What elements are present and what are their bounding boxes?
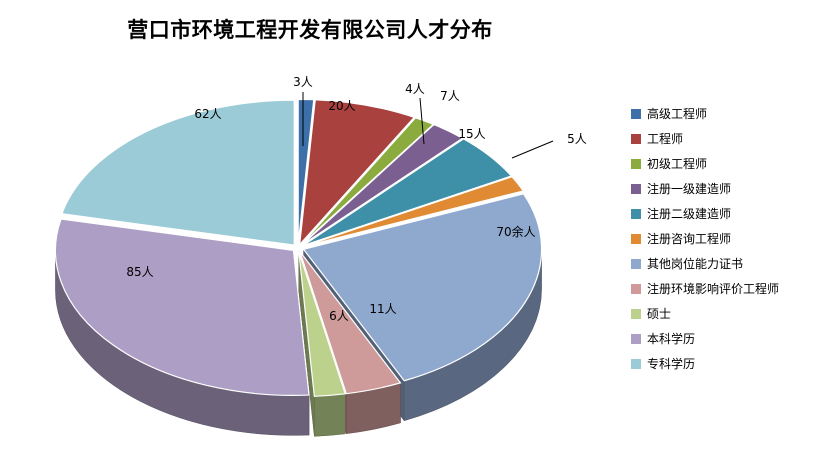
pie-label-leader-line — [419, 97, 425, 145]
chart-title: 营口市环境工程开发有限公司人才分布 — [127, 17, 493, 42]
legend-item-label: 本科学历 — [647, 331, 696, 346]
legend-item[interactable]: 专科学历 — [631, 351, 817, 376]
legend-color-swatch — [631, 308, 641, 319]
pie-top-faces — [54, 98, 543, 397]
legend-item-label: 硕士 — [647, 306, 672, 321]
legend-color-swatch — [631, 258, 641, 269]
pie-slice-top — [302, 193, 543, 382]
legend-item[interactable]: 高级工程师 — [631, 101, 817, 126]
legend-item[interactable]: 注册二级建造师 — [631, 201, 817, 226]
pie-slice-label: 4人 — [405, 82, 425, 96]
chart-legend: 高级工程师工程师初级工程师注册一级建造师 注册二级建造师 注册咨询工程师 其他岗位能力… — [631, 101, 817, 376]
legend-item[interactable]: 注册咨询工程师 — [631, 226, 817, 251]
legend-item-label: 注册一级建造师 — [647, 181, 732, 196]
pie-slice-label: 7人 — [440, 89, 460, 103]
legend-item-label: 工程师 — [647, 131, 684, 146]
pie-slice-label: 5人 — [567, 132, 587, 146]
pie-label-leader-line — [511, 140, 554, 159]
legend-color-swatch — [631, 158, 641, 169]
legend-color-swatch — [631, 358, 641, 369]
pie-slice-label: 70余人 — [496, 224, 535, 239]
legend-item-label: 注册咨询工程师 — [647, 231, 732, 246]
pie-slice-side-wall — [314, 393, 346, 437]
pie-data-labels: 3人 20人 4人 7人 15人 5人 70余人 11人 6人 85人 62人 — [126, 75, 586, 323]
legend-item-label: 专科学历 — [647, 356, 696, 371]
pie-slice-label: 85人 — [126, 265, 153, 279]
legend-color-swatch — [631, 183, 641, 194]
pie-slice-label: 62人 — [194, 107, 221, 121]
legend-color-swatch — [631, 333, 641, 344]
legend-color-swatch — [631, 283, 641, 294]
pie-slice-top — [298, 99, 416, 247]
legend-item[interactable]: 本科学历 — [631, 326, 817, 351]
pie-slice-top — [298, 251, 347, 397]
pie-slice-top — [303, 175, 525, 248]
legend-item-label: 高级工程师 — [647, 106, 708, 121]
legend-item[interactable]: 注册一级建造师 — [631, 176, 817, 201]
legend-item[interactable]: 其他岗位能力证书 — [631, 251, 817, 276]
pie-slice-label: 15人 — [458, 127, 485, 141]
pie-plot-area: 3人 20人 4人 7人 15人 5人 70余人 11人 6人 85人 62人 — [0, 48, 620, 448]
pie-slice-label: 3人 — [293, 75, 313, 89]
legend-color-swatch — [631, 208, 641, 219]
legend-item-label: 其他岗位能力证书 — [647, 256, 744, 271]
pie-slice-top — [61, 99, 295, 246]
pie-slice-top — [297, 98, 315, 245]
legend-color-swatch — [631, 108, 641, 119]
pie-slice-top — [54, 218, 310, 396]
pie-slice-top — [301, 123, 464, 246]
legend-color-swatch — [631, 133, 641, 144]
pie-slice-label: 6人 — [329, 309, 349, 323]
pie-slice-top — [302, 138, 513, 247]
legend-item-label: 注册环境影响评价工程师 — [647, 281, 780, 296]
legend-item[interactable]: 工程师 — [631, 126, 817, 151]
pie-slice-label: 11人 — [369, 302, 396, 316]
pie-svg: 3人 20人 4人 7人 15人 5人 70余人 11人 6人 85人 62人 — [54, 75, 587, 437]
pie-slice-label: 20人 — [328, 99, 355, 113]
pie-slice-top — [299, 251, 402, 395]
pie-leader-lines — [302, 92, 554, 159]
legend-item[interactable]: 硕士 — [631, 301, 817, 326]
legend-item[interactable]: 注册环境影响评价工程师 — [631, 276, 817, 301]
legend-item-label: 初级工程师 — [647, 156, 708, 171]
legend-item-label: 注册二级建造师 — [647, 206, 732, 221]
legend-color-swatch — [631, 233, 641, 244]
legend-item[interactable]: 初级工程师 — [631, 151, 817, 176]
